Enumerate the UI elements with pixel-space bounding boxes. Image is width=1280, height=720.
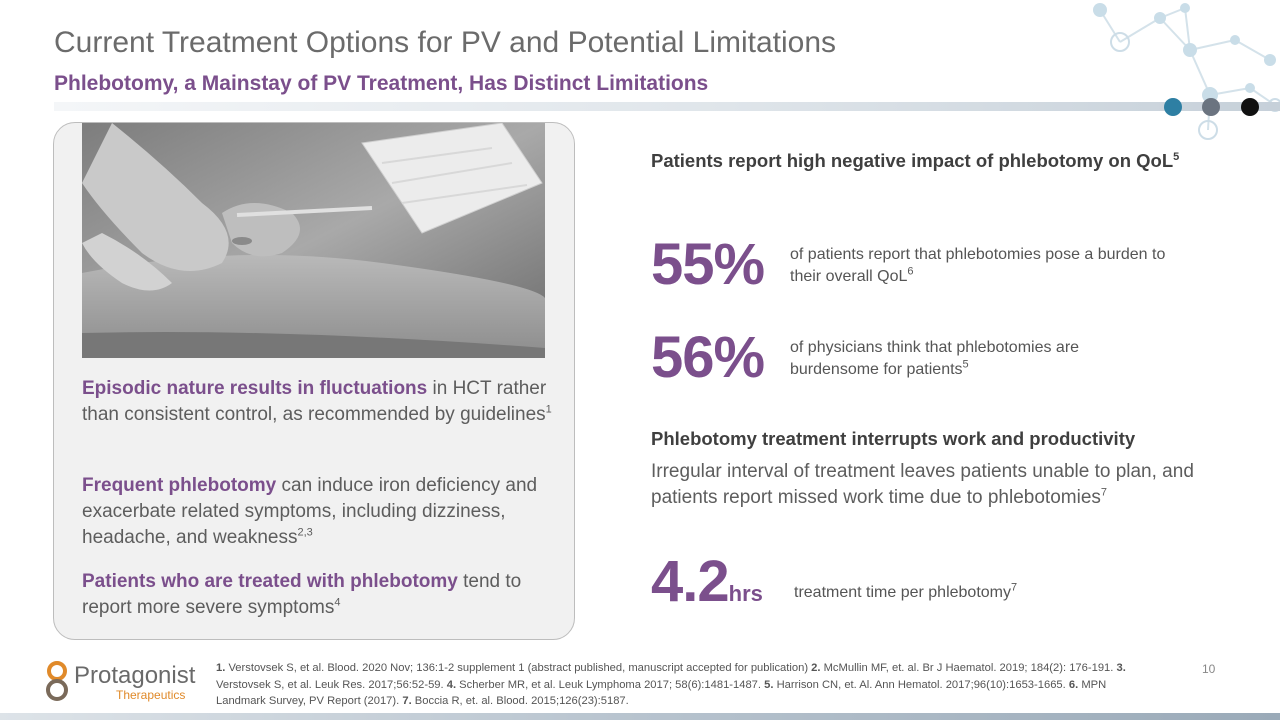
point-1-text: in HCT rather than consistent control, a… xyxy=(82,378,547,425)
point-1-ref: 1 xyxy=(545,403,552,416)
point-2-strong: Frequent phlebotomy xyxy=(82,475,277,496)
ref-7-num: 7. xyxy=(402,695,412,707)
logo-subtext: Therapeutics xyxy=(116,688,186,702)
stat-hours-unit: hrs xyxy=(728,581,763,606)
stat-hours-ref: 7 xyxy=(1011,581,1018,594)
nav-dots xyxy=(1164,98,1274,116)
ref-2-text: McMullin MF, et. al. Br J Haematol. 2019… xyxy=(820,662,1117,674)
qol-heading-ref: 5 xyxy=(1173,150,1180,163)
phlebotomy-photo xyxy=(82,123,545,358)
references: 1. Verstovsek S, et al. Blood. 2020 Nov;… xyxy=(216,660,1156,710)
teal-dot xyxy=(1164,98,1182,116)
work-ref: 7 xyxy=(1100,486,1108,499)
ref-2-num: 2. xyxy=(811,662,821,674)
stat-55-ref: 6 xyxy=(907,265,914,278)
slide-subtitle: Phlebotomy, a Mainstay of PV Treatment, … xyxy=(54,72,709,95)
point-1-strong: Episodic nature results in fluctuations xyxy=(82,378,428,399)
stat-55-text: of patients report that phlebotomies pos… xyxy=(790,246,1166,285)
qol-heading-text: Patients report high negative impact of … xyxy=(651,150,1174,171)
stat-55-description: of patients report that phlebotomies pos… xyxy=(790,244,1170,288)
page-number: 10 xyxy=(1202,662,1216,676)
ref-4-text: Scherber MR, et al. Leuk Lymphoma 2017; … xyxy=(456,678,765,691)
gray-dot xyxy=(1202,98,1220,116)
ref-4-num: 4. xyxy=(446,678,457,691)
qol-heading: Patients report high negative impact of … xyxy=(651,148,1211,174)
stat-56-ref: 5 xyxy=(962,358,969,371)
logo-mark-icon xyxy=(46,661,68,701)
ref-7-text: Boccia R, et. al. Blood. 2015;126(23):51… xyxy=(411,695,629,707)
work-heading: Phlebotomy treatment interrupts work and… xyxy=(651,428,1136,449)
title-underline-bar xyxy=(54,102,1280,111)
work-text: Irregular interval of treatment leaves p… xyxy=(651,461,1194,508)
ref-3-text: Verstovsek S, et al. Leuk Res. 2017;56:5… xyxy=(216,678,447,691)
black-dot xyxy=(1241,98,1259,116)
point-3-ref: 4 xyxy=(334,596,341,609)
ref-3-num: 3. xyxy=(1116,662,1126,674)
stat-56-text: of physicians think that phlebotomies ar… xyxy=(790,339,1080,378)
stat-hours-description: treatment time per phlebotomy7 xyxy=(794,582,1174,604)
logo-name: Protagonist xyxy=(74,662,196,689)
left-point-1: Episodic nature results in fluctuations … xyxy=(82,376,562,428)
stat-56-value: 56% xyxy=(651,325,765,390)
ref-5-num: 5. xyxy=(764,678,774,691)
point-2-text: can induce iron deficiency and exacerbat… xyxy=(82,475,538,548)
stat-hours-value: 4.2hrs xyxy=(651,553,763,623)
ref-5-text: Harrison CN, et. Al. Ann Hematol. 2017;9… xyxy=(773,678,1069,691)
ref-1-text: Verstovsek S, et al. Blood. 2020 Nov; 13… xyxy=(225,662,812,674)
point-2-ref: 2,3 xyxy=(297,526,313,539)
left-point-2: Frequent phlebotomy can induce iron defi… xyxy=(82,473,562,551)
left-point-3: Patients who are treated with phlebotomy… xyxy=(82,569,562,621)
point-3-text: tend to report more severe symptoms xyxy=(82,571,522,618)
ref-1-num: 1. xyxy=(216,662,226,674)
stat-hours-number: 4.2 xyxy=(651,549,730,614)
protagonist-logo: Protagonist Therapeutics xyxy=(42,660,202,702)
point-3-strong: Patients who are treated with phlebotomy xyxy=(82,571,458,592)
ref-6-num: 6. xyxy=(1068,678,1079,691)
stat-56-description: of physicians think that phlebotomies ar… xyxy=(790,337,1170,381)
work-description: Irregular interval of treatment leaves p… xyxy=(651,459,1241,511)
stat-hours-text: treatment time per phlebotomy xyxy=(794,584,1011,601)
molecule-network-graphic xyxy=(1093,3,1280,140)
bottom-accent-bar xyxy=(0,713,1280,720)
slide-title: Current Treatment Options for PV and Pot… xyxy=(54,26,837,59)
stat-55-value: 55% xyxy=(651,232,765,297)
ref-6-text: MPN Landmark Survey, PV Report (2017). xyxy=(216,678,1107,708)
